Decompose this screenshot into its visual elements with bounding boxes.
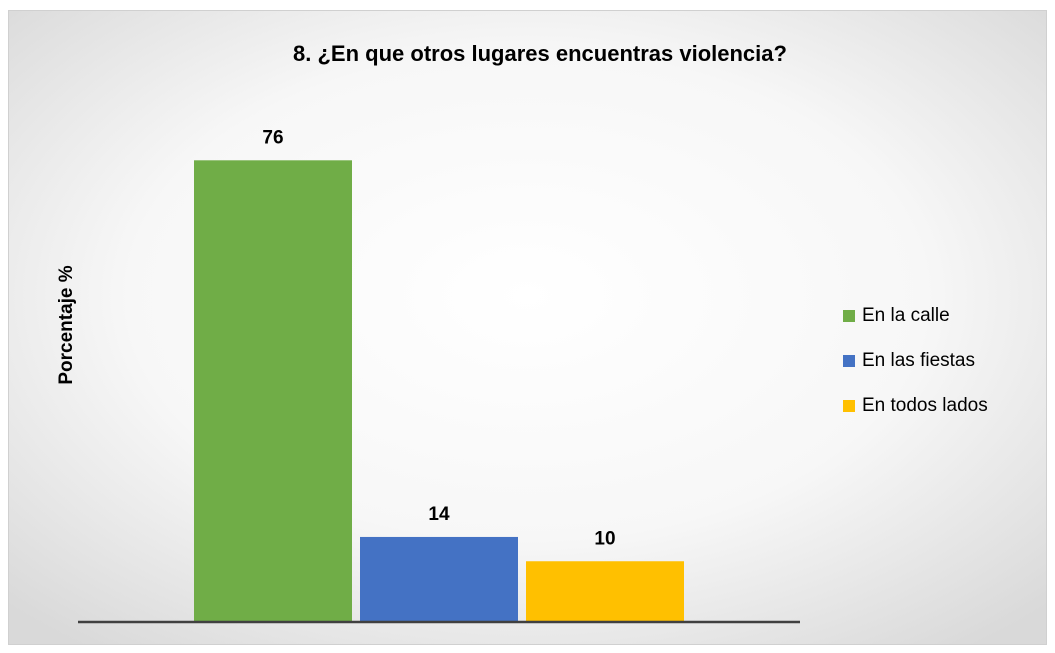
bar xyxy=(526,561,684,622)
bar xyxy=(194,160,352,623)
data-label: 76 xyxy=(262,127,283,148)
y-axis-label: Porcentaje % xyxy=(56,265,77,384)
legend-label: En las fiestas xyxy=(862,350,975,371)
data-label: 14 xyxy=(428,504,450,525)
legend-swatch xyxy=(843,310,855,322)
bar xyxy=(360,536,518,622)
chart-title: 8. ¿En que otros lugares encuentras viol… xyxy=(293,41,787,66)
legend-swatch xyxy=(843,400,855,412)
data-label: 10 xyxy=(594,528,615,549)
legend-label: En todos lados xyxy=(862,395,988,416)
legend-label: En la calle xyxy=(862,305,950,326)
legend-swatch xyxy=(843,355,855,367)
chart-background xyxy=(8,10,1047,645)
